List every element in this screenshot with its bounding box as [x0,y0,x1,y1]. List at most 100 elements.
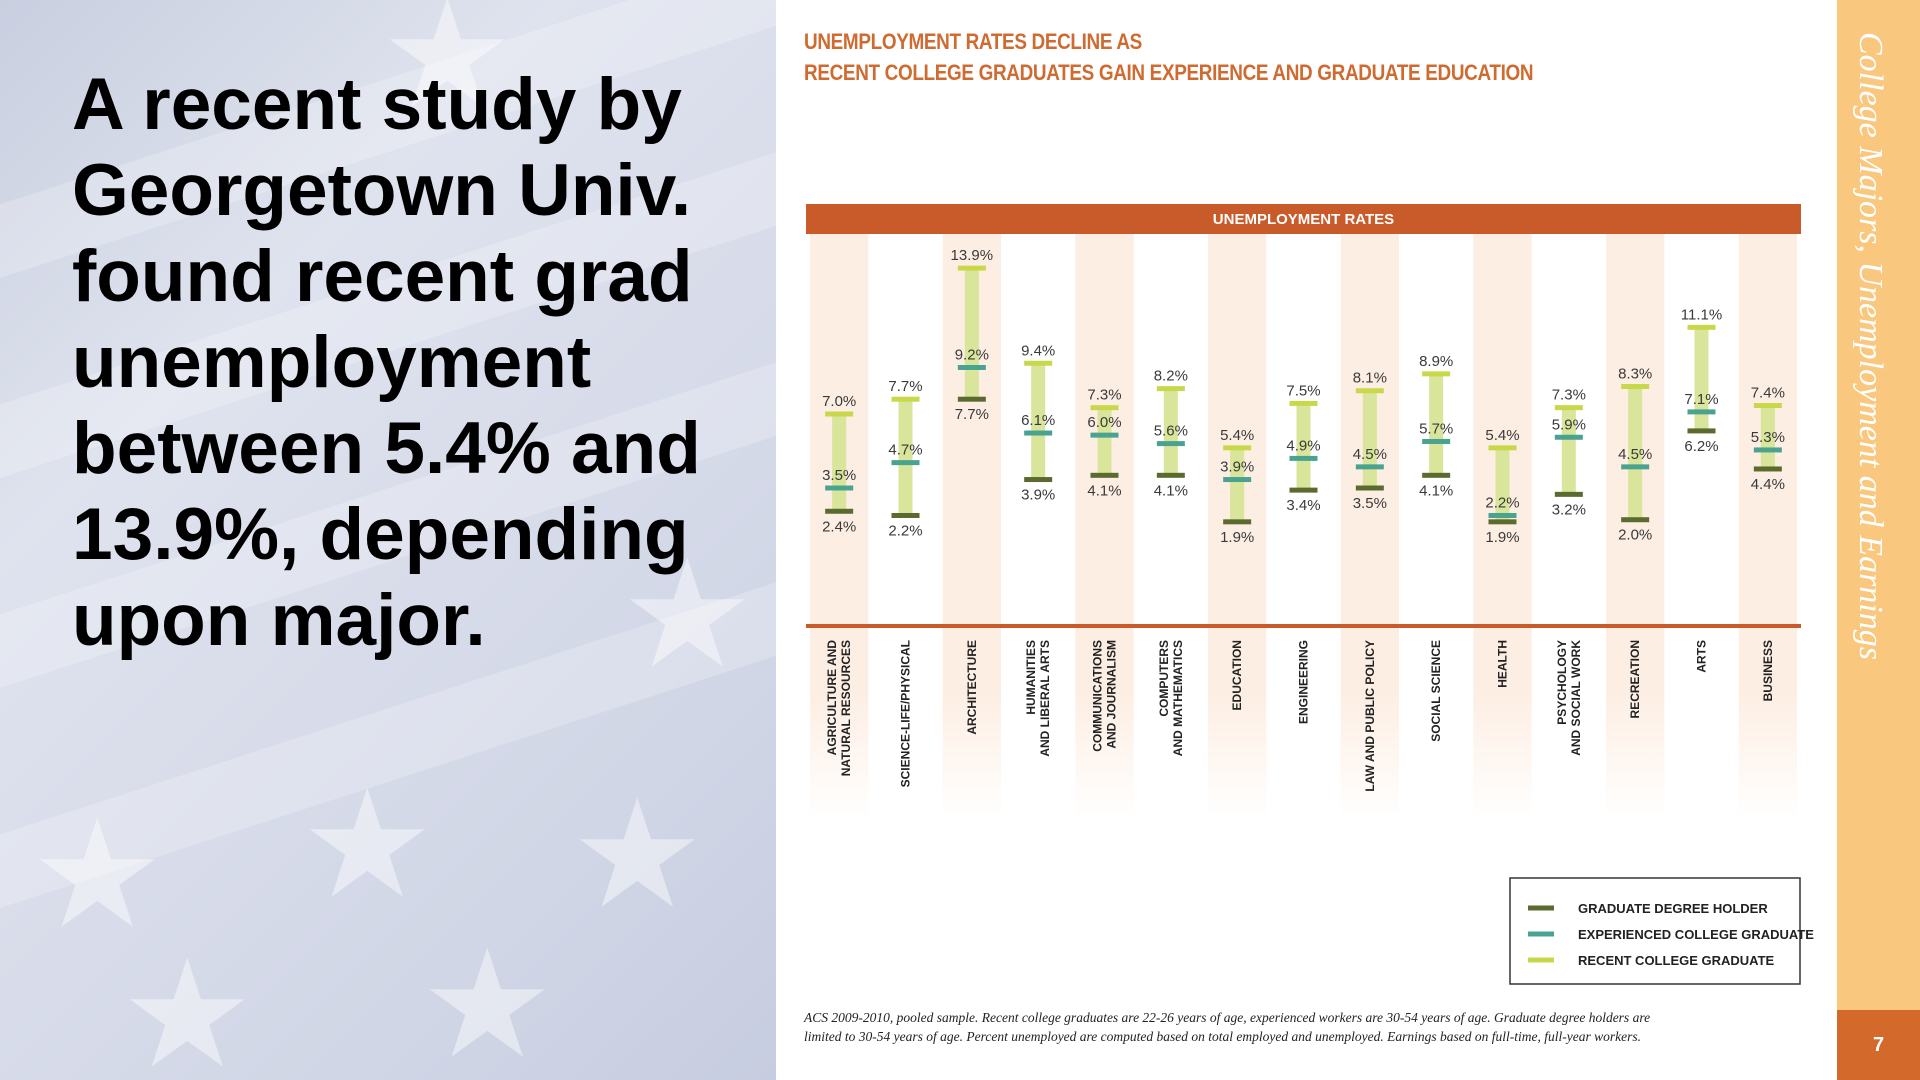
graduate-value-label: 3.9% [1021,487,1055,504]
recent-value-label: 8.2% [1154,368,1188,385]
experienced-value-label: 6.1% [1021,412,1055,429]
category-label: RECREATION [1628,640,1642,718]
graduate-value-label: 7.7% [955,406,989,423]
experienced-marker [1289,455,1318,461]
category-group: 7.0% 3.5% 2.4% AGRICULTURE AND NATURAL RESOU… [822,393,856,776]
category-label: COMPUTERS [1157,640,1171,717]
graduate-value-label: 4.1% [1154,482,1188,499]
chart-title-line: RECENT COLLEGE GRADUATES GAIN EXPERIENCE… [804,60,1534,85]
recent-value-label: 13.9% [951,247,994,264]
range-bar [1362,390,1377,488]
right-sidebar: College Majors, Unemployment and Earning… [1837,0,1920,1080]
recent-marker [1488,445,1517,451]
category-group: 8.1% 4.5% 3.5% LAW AND PUBLIC POLICY [1353,370,1387,792]
experienced-marker [1223,477,1252,483]
range-bar [1296,403,1311,491]
graduate-marker [1488,519,1517,525]
experienced-value-label: 2.2% [1485,494,1519,511]
graduate-marker [1687,428,1716,434]
category-group: 11.1% 7.1% 6.2% ARTS [1681,306,1722,672]
recent-value-label: 5.4% [1220,427,1254,444]
category-label: ARTS [1695,640,1709,673]
category-group: 5.4% 3.9% 1.9% EDUCATION [1220,427,1254,711]
range-bar [1495,447,1510,522]
background-panel: ★ ★ ★ ★ ★ ★ ★ A recent study by Georgeto… [0,0,776,1080]
experienced-value-label: 6.0% [1087,414,1121,431]
graduate-marker [1355,485,1384,491]
page-number-box: 7 [1837,1010,1920,1080]
experienced-legend-swatch [1528,931,1554,937]
graduate-marker [1289,487,1318,493]
recent-value-label: 8.9% [1419,353,1453,370]
range-bar [1694,327,1709,431]
category-group: 8.2% 5.6% 4.1% COMPUTERS AND MATHEMATICS [1154,368,1188,757]
graduate-marker [825,508,854,514]
category-label: AND MATHEMATICS [1171,640,1185,756]
chart-header-label: UNEMPLOYMENT RATES [1213,211,1394,228]
category-group: 8.9% 5.7% 4.1% SOCIAL SCIENCE [1419,353,1453,742]
chart-footnote: ACS 2009-2010, pooled sample. Recent col… [804,1010,1651,1044]
graduate-marker [1090,472,1119,478]
range-bar [1163,388,1178,476]
experienced-value-label: 5.9% [1552,416,1586,433]
category-group: 13.9% 9.2% 7.7% ARCHITECTURE [951,247,994,735]
experienced-value-label: 4.5% [1618,446,1652,463]
recent-marker [1422,371,1451,377]
graduate-value-label: 2.2% [888,522,922,539]
chart-legend: GRADUATE DEGREE HOLDER EXPERIENCED COLLEG… [1509,877,1814,985]
experienced-value-label: 4.5% [1353,446,1387,463]
graduate-marker [1554,491,1583,497]
experienced-marker [891,460,920,466]
chart-title: UNEMPLOYMENT RATES DECLINE AS RECENT COL… [804,26,1534,88]
experienced-value-label: 4.9% [1286,437,1320,454]
experienced-value-label: 7.1% [1684,391,1718,408]
category-label: SOCIAL SCIENCE [1429,640,1443,742]
experienced-marker [1621,464,1650,470]
recent-marker [1090,405,1119,411]
range-bar [898,399,913,516]
recent-value-label: 8.3% [1618,366,1652,383]
graduate-marker [1753,466,1782,472]
experienced-marker [1753,447,1782,453]
recent-marker [1554,405,1583,411]
recent-value-label: 9.4% [1021,342,1055,359]
recent-marker [1024,360,1053,366]
range-bar [832,414,847,512]
range-bar [964,268,979,400]
experienced-marker [957,364,986,370]
graduate-marker [1621,517,1650,523]
recent-value-label: 5.4% [1485,427,1519,444]
category-group: 7.4% 5.3% 4.4% BUSINESS [1751,385,1785,702]
category-label: LAW AND PUBLIC POLICY [1363,640,1377,792]
range-bar [1628,386,1643,520]
graduate-value-label: 3.2% [1552,501,1586,518]
experienced-value-label: 5.6% [1154,423,1188,440]
experienced-legend-label: EXPERIENCED COLLEGE GRADUATE [1578,927,1814,942]
recent-legend-label: RECENT COLLEGE GRADUATE [1578,953,1775,968]
graduate-value-label: 3.5% [1353,495,1387,512]
experienced-marker [1156,441,1185,447]
star-icon: ★ [570,768,705,942]
graduate-value-label: 3.4% [1286,497,1320,514]
experienced-value-label: 4.7% [888,442,922,459]
category-label: SCIENCE-LIFE/PHYSICAL [899,640,913,787]
graduate-marker [957,396,986,402]
chart-title-line: UNEMPLOYMENT RATES DECLINE AS [804,29,1142,54]
category-label: EDUCATION [1230,640,1244,710]
graduate-marker [1156,472,1185,478]
graduate-marker [1024,477,1053,483]
category-label: HUMANITIES [1024,640,1038,715]
recent-value-label: 7.5% [1286,382,1320,399]
range-bar [1561,407,1576,495]
recent-value-label: 8.1% [1353,370,1387,387]
page-number: 7 [1872,1034,1885,1056]
experienced-marker [1355,464,1384,470]
recent-marker [1289,400,1318,406]
graduate-value-label: 4.1% [1087,482,1121,499]
category-label: COMMUNICATIONS [1091,640,1105,752]
star-icon: ★ [30,788,165,962]
experienced-marker [1422,438,1451,444]
section-title: College Majors, Unemployment and Earning… [1852,32,1889,660]
graduate-legend-swatch [1528,905,1554,911]
star-icon: ★ [300,758,435,932]
